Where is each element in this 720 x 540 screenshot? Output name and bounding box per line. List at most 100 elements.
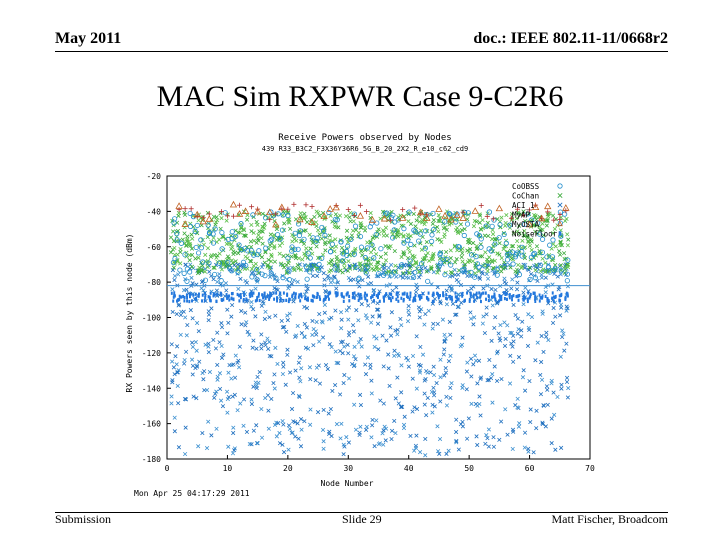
data-point xyxy=(251,252,257,258)
data-point xyxy=(266,346,271,352)
data-point xyxy=(277,251,282,256)
data-point xyxy=(375,271,382,277)
data-point xyxy=(250,212,256,218)
data-point xyxy=(357,233,364,240)
data-point xyxy=(321,271,326,276)
data-point xyxy=(289,406,295,412)
data-point xyxy=(260,224,266,230)
data-point xyxy=(174,237,180,243)
data-point xyxy=(243,293,246,297)
data-point xyxy=(425,296,428,300)
data-point xyxy=(263,293,266,298)
data-point xyxy=(371,294,374,299)
data-point xyxy=(383,296,385,301)
data-point xyxy=(244,429,250,435)
data-point xyxy=(198,245,205,251)
data-point xyxy=(431,364,436,369)
data-point xyxy=(378,216,383,221)
data-point xyxy=(545,264,552,270)
data-point xyxy=(396,401,401,406)
data-point xyxy=(339,421,344,426)
data-point xyxy=(260,211,265,216)
data-point xyxy=(400,207,406,213)
data-point xyxy=(247,441,252,447)
data-point xyxy=(538,299,541,303)
data-point xyxy=(345,293,348,297)
data-point xyxy=(273,211,279,217)
data-point xyxy=(370,314,375,319)
data-point xyxy=(200,259,206,265)
data-point xyxy=(511,339,516,344)
data-point xyxy=(431,218,436,223)
data-point xyxy=(527,265,532,270)
data-point xyxy=(564,278,570,284)
data-point xyxy=(254,346,259,351)
data-point xyxy=(217,371,223,376)
data-point xyxy=(183,277,188,282)
data-point xyxy=(251,294,254,298)
data-point xyxy=(485,276,491,281)
data-point xyxy=(416,238,422,244)
data-point xyxy=(533,291,536,295)
data-point xyxy=(549,441,554,446)
data-point xyxy=(463,299,466,303)
data-point xyxy=(395,351,400,357)
data-point xyxy=(359,302,364,307)
data-point xyxy=(510,244,516,249)
data-point xyxy=(353,291,356,295)
data-point xyxy=(406,308,411,313)
data-point xyxy=(255,222,260,227)
data-point xyxy=(351,354,357,359)
data-point xyxy=(224,213,230,219)
data-point xyxy=(364,297,367,301)
data-point xyxy=(461,292,464,296)
data-point xyxy=(546,297,549,301)
data-point xyxy=(194,364,200,369)
data-point xyxy=(259,265,265,270)
data-point xyxy=(182,396,188,402)
data-point xyxy=(215,279,220,285)
data-point xyxy=(447,215,455,223)
data-point xyxy=(348,236,354,243)
data-point xyxy=(490,236,495,242)
data-point xyxy=(190,316,195,321)
data-point xyxy=(262,273,268,279)
data-point xyxy=(342,344,347,349)
data-point xyxy=(497,437,502,442)
data-point xyxy=(369,391,374,396)
data-point xyxy=(263,291,266,295)
data-point xyxy=(317,311,322,317)
data-point xyxy=(473,299,476,303)
data-point xyxy=(430,257,435,262)
data-point xyxy=(175,258,180,263)
data-point xyxy=(181,270,187,276)
data-point xyxy=(320,335,326,340)
data-point xyxy=(488,297,494,303)
y-tick-label: -40 xyxy=(147,207,162,216)
data-point xyxy=(174,231,180,237)
data-point xyxy=(413,445,419,450)
data-point xyxy=(207,269,212,274)
data-point xyxy=(366,299,369,303)
data-point xyxy=(255,277,260,282)
data-point xyxy=(190,340,195,345)
data-point xyxy=(374,418,379,423)
data-point xyxy=(547,211,552,216)
data-point xyxy=(308,422,313,427)
data-point xyxy=(557,193,563,198)
data-point xyxy=(298,379,303,384)
data-point xyxy=(412,229,418,235)
data-point xyxy=(515,270,520,275)
data-point xyxy=(420,295,423,300)
data-point xyxy=(411,211,416,216)
legend-entry: MyOSTA xyxy=(512,220,540,229)
data-point xyxy=(537,262,544,268)
data-point xyxy=(180,295,183,299)
data-point xyxy=(178,312,183,318)
data-point xyxy=(251,338,256,343)
data-point xyxy=(526,325,531,330)
data-point xyxy=(307,298,309,302)
data-point xyxy=(345,207,351,213)
data-point xyxy=(519,212,524,217)
data-point xyxy=(226,370,231,375)
